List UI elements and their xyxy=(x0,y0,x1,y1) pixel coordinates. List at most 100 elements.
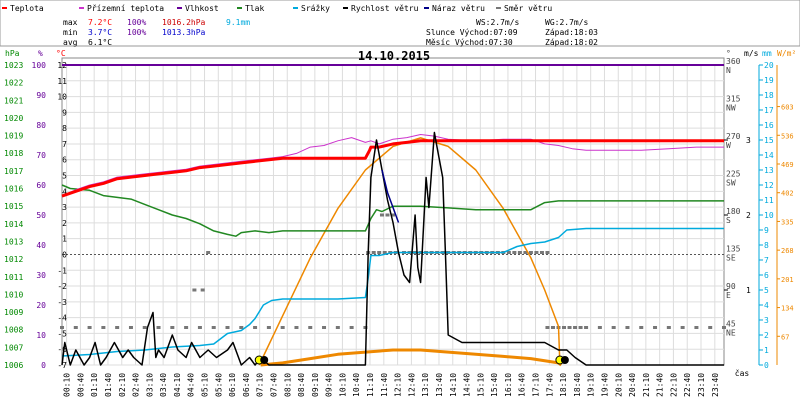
time-tick-25: 12:40 xyxy=(407,373,416,397)
time-tick-32: 16:10 xyxy=(504,373,513,397)
mm-tick-18: 2 xyxy=(764,331,769,340)
time-tick-46: 23:10 xyxy=(697,373,706,397)
temp-tick-9: 3 xyxy=(62,203,67,212)
time-tick-13: 06:40 xyxy=(242,373,251,397)
wm2-tick-2: 469 xyxy=(781,161,794,169)
legend-label-6: Náraz větru xyxy=(432,4,485,13)
wind-dir-point-12 xyxy=(225,326,230,329)
wind-dir-point-25 xyxy=(200,288,205,292)
time-tick-11: 05:40 xyxy=(214,373,223,397)
mm-tick-19: 1 xyxy=(764,346,769,355)
mm-tick-12: 8 xyxy=(764,241,769,250)
mm-tick-5: 15 xyxy=(764,136,774,145)
temp-tick-19: -7 xyxy=(57,361,67,370)
wind-dir-point-21 xyxy=(349,326,354,329)
dir-name-tick-0: N xyxy=(726,66,731,75)
time-tick-31: 15:40 xyxy=(490,373,499,397)
wind-dir-point-2 xyxy=(87,326,92,329)
mm-tick-13: 7 xyxy=(764,256,769,265)
wind-dir-point-15 xyxy=(266,326,271,329)
dir-name-tick-7: NE xyxy=(726,329,736,338)
stats-min-temp: 3.7°C xyxy=(88,28,112,37)
temp-tick-7: 5 xyxy=(62,172,67,181)
wind-dir-point-3 xyxy=(101,326,106,329)
info-wg: WG:2.7m/s xyxy=(545,18,589,27)
moon-marker-1 xyxy=(560,356,569,364)
temp-tick-10: 2 xyxy=(62,219,67,228)
wind-dir-point-4 xyxy=(115,326,120,329)
wind-dir-point-59 xyxy=(379,213,384,217)
mm-tick-17: 3 xyxy=(764,316,769,325)
stats-block: max 7.2°C 100% 1016.2hPa 9.1mm min 3.7°C… xyxy=(63,18,250,47)
unit-pct: % xyxy=(38,49,43,58)
wind-dir-point-75 xyxy=(666,326,671,329)
wind-dir-point-68 xyxy=(578,326,583,329)
stats-max-rain: 9.1mm xyxy=(226,18,250,27)
wm2-tick-0: 603 xyxy=(781,104,794,112)
time-tick-24: 12:10 xyxy=(394,373,403,397)
hpa-tick-17: 1006 xyxy=(4,361,23,370)
hpa-tick-6: 1017 xyxy=(4,167,23,176)
dir-deg-tick-1: 315 xyxy=(726,95,741,104)
pct-tick-0: 100 xyxy=(32,61,47,70)
unit-deg: ° xyxy=(726,49,731,58)
temp-tick-11: 1 xyxy=(62,235,67,244)
time-tick-21: 10:40 xyxy=(352,373,361,397)
stats-min-press: 1013.3hPa xyxy=(162,28,206,37)
info-ws: WS:2.7m/s xyxy=(476,18,520,27)
wind-dir-point-54 xyxy=(523,251,528,254)
plot-series xyxy=(60,64,726,367)
time-tick-34: 17:10 xyxy=(532,373,541,397)
pct-tick-8: 20 xyxy=(36,301,46,310)
mm-tick-10: 10 xyxy=(764,211,774,220)
wind-dir-point-27 xyxy=(371,251,376,254)
legend-box xyxy=(0,0,800,47)
dir-deg-tick-3: 225 xyxy=(726,170,741,179)
wind-dir-point-6 xyxy=(142,326,147,329)
wind-dir-point-9 xyxy=(184,326,189,329)
plot-frame xyxy=(61,57,725,366)
series-line-1 xyxy=(61,139,724,198)
wind-dir-point-69 xyxy=(584,326,589,329)
stats-avg-label: avg xyxy=(63,38,78,47)
wind-dir-point-5 xyxy=(128,326,133,329)
time-tick-2: 01:10 xyxy=(90,373,99,397)
wm2-tick-6: 201 xyxy=(781,276,794,284)
wind-dir-point-62 xyxy=(545,326,550,329)
ms-tick-1: 2 xyxy=(746,211,751,220)
hpa-tick-16: 1007 xyxy=(4,343,23,352)
time-tick-35: 17:40 xyxy=(545,373,554,397)
wm2-tick-7: 134 xyxy=(781,305,794,313)
temp-tick-15: -3 xyxy=(57,298,67,307)
time-tick-23: 11:40 xyxy=(380,373,389,397)
series-line-2 xyxy=(61,134,724,197)
wind-dir-point-24 xyxy=(192,288,197,292)
wind-dir-point-19 xyxy=(322,326,327,329)
time-tick-8: 04:10 xyxy=(173,373,182,397)
unit-wm2: W/m² xyxy=(777,49,796,58)
wind-dir-point-52 xyxy=(512,251,517,254)
time-tick-28: 14:10 xyxy=(449,373,458,397)
dir-deg-tick-7: 45 xyxy=(726,320,736,329)
dir-deg-tick-5: 135 xyxy=(726,245,741,254)
wind-dir-point-55 xyxy=(528,251,533,254)
legend-label-7: Směr větru xyxy=(504,4,552,13)
temp-tick-8: 4 xyxy=(62,187,67,196)
pct-tick-9: 10 xyxy=(36,331,46,340)
series-line-8 xyxy=(260,348,563,367)
mm-tick-9: 11 xyxy=(764,196,774,205)
dir-deg-tick-4: 180 xyxy=(726,207,741,216)
time-tick-47: 23:40 xyxy=(711,373,720,397)
wind-dir-point-18 xyxy=(308,326,313,329)
pct-tick-2: 80 xyxy=(36,121,46,130)
stats-max-press: 1016.2hPa xyxy=(162,18,206,27)
mm-tick-3: 17 xyxy=(764,106,774,115)
wind-dir-point-60 xyxy=(385,213,390,217)
legend-label-2: Vlhkost xyxy=(185,4,219,13)
temp-tick-4: 8 xyxy=(62,124,67,133)
time-tick-45: 22:40 xyxy=(683,373,692,397)
legend-label-3: Tlak xyxy=(245,4,264,13)
pct-tick-10: 0 xyxy=(41,361,46,370)
dir-name-tick-3: SW xyxy=(726,179,736,188)
